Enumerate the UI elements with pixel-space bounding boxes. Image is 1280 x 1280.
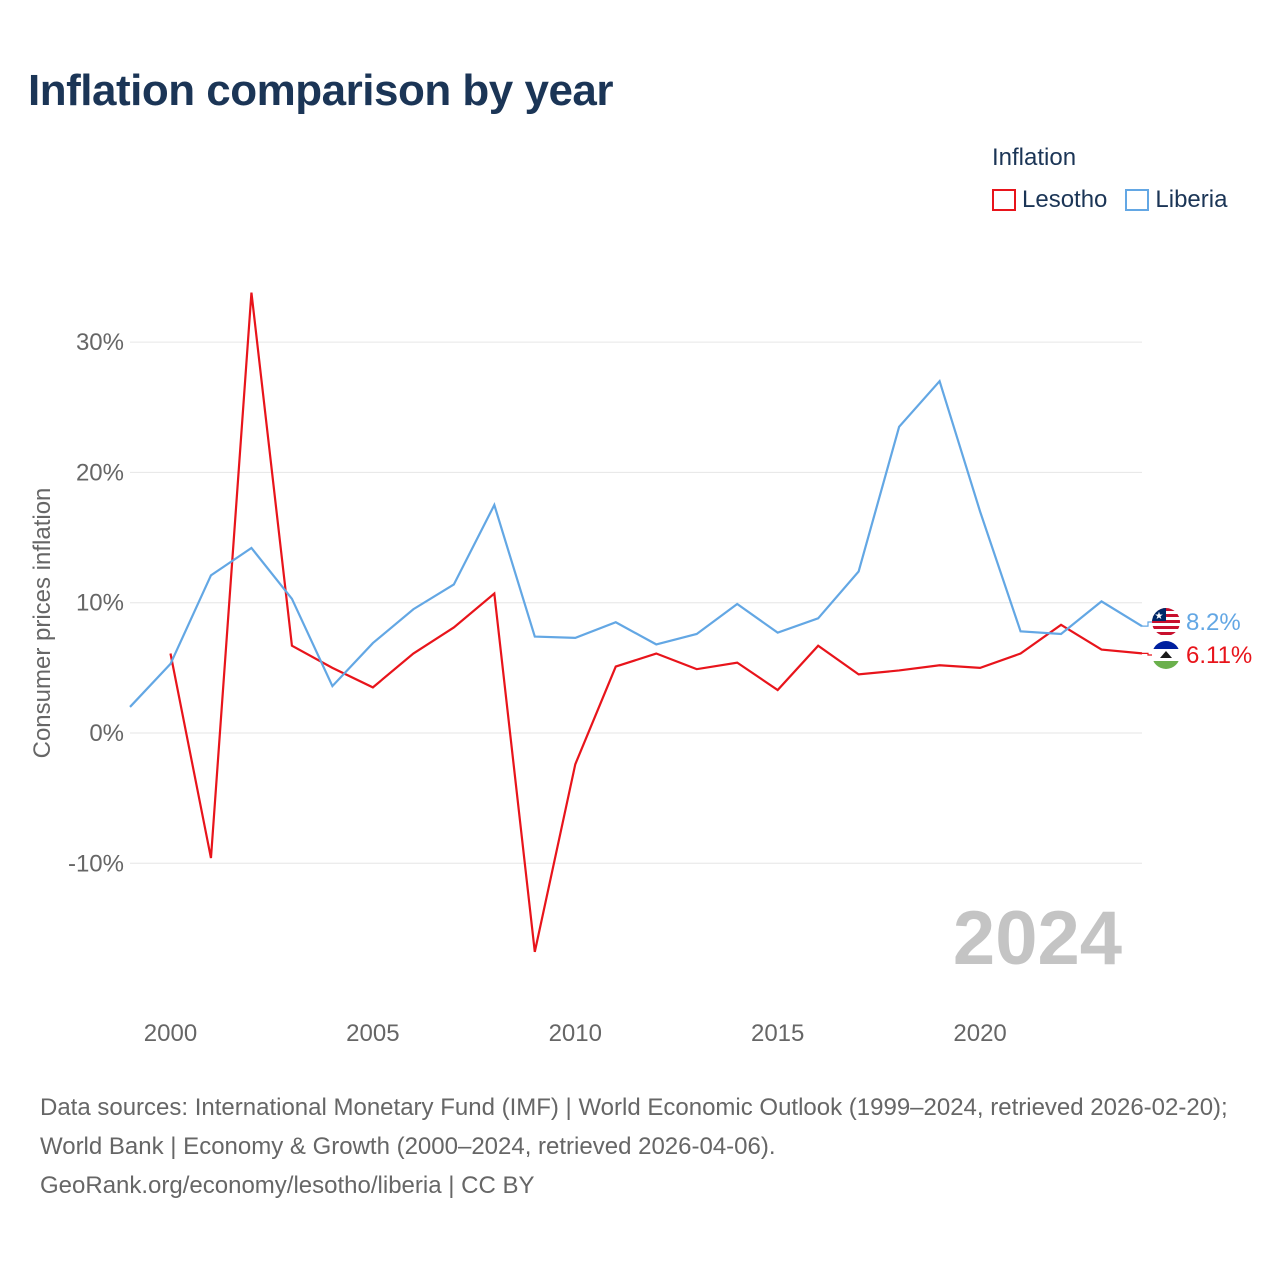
- x-tick-label: 2010: [549, 1020, 602, 1047]
- legend-swatch-liberia: [1125, 189, 1150, 211]
- x-tick-label: 2005: [346, 1020, 399, 1047]
- data-point-liberia[interactable]: [1056, 629, 1066, 639]
- liberia-flag-icon: ★: [1152, 608, 1180, 636]
- data-point-lesotho[interactable]: [1056, 620, 1066, 630]
- data-point-lesotho[interactable]: [651, 649, 661, 659]
- data-point-lesotho[interactable]: [975, 663, 985, 673]
- data-point-liberia[interactable]: [894, 422, 904, 432]
- grid: [130, 341, 1142, 864]
- data-point-liberia[interactable]: [530, 632, 540, 642]
- lesotho-flag-icon: [1152, 641, 1180, 669]
- data-point-lesotho[interactable]: [894, 665, 904, 675]
- data-point-liberia[interactable]: [975, 506, 985, 516]
- data-point-liberia[interactable]: [1097, 596, 1107, 606]
- legend-swatch-lesotho: [992, 189, 1016, 211]
- data-point-lesotho[interactable]: [813, 641, 823, 651]
- data-point-lesotho[interactable]: [773, 685, 783, 695]
- svg-text:★: ★: [1155, 611, 1164, 622]
- data-point-lesotho[interactable]: [570, 759, 580, 769]
- y-tick-label: 0%: [89, 720, 124, 747]
- y-tick-label: -10%: [68, 850, 124, 877]
- data-point-liberia[interactable]: [1016, 626, 1026, 636]
- data-point-lesotho[interactable]: [408, 649, 418, 659]
- line-chart: -10% 0% 10% 20% 30% 2000 2005 2010 2015 2020 Con…: [29, 288, 1252, 1047]
- x-tick-label: 2000: [144, 1020, 197, 1047]
- data-point-liberia[interactable]: [246, 543, 256, 553]
- data-point-liberia[interactable]: [489, 500, 499, 510]
- source-credit-link[interactable]: GeoRank.org/economy/lesotho/liberia | CC…: [40, 1172, 535, 1199]
- data-point-liberia[interactable]: [368, 638, 378, 648]
- data-point-liberia[interactable]: [651, 639, 661, 649]
- data-point-liberia[interactable]: [206, 570, 216, 580]
- data-point-liberia[interactable]: [935, 376, 945, 386]
- end-value-label-liberia: 8.2%: [1186, 609, 1241, 636]
- legend-title: Inflation: [992, 144, 1077, 171]
- y-axis-label: Consumer prices inflation: [29, 488, 56, 759]
- data-point-liberia[interactable]: [125, 702, 135, 712]
- data-point-lesotho[interactable]: [489, 589, 499, 599]
- y-tick-label: 10%: [76, 590, 124, 617]
- y-tick-label: 20%: [76, 459, 124, 486]
- data-point-liberia[interactable]: [854, 566, 864, 576]
- data-point-lesotho[interactable]: [1097, 645, 1107, 655]
- data-point-liberia[interactable]: [570, 633, 580, 643]
- data-point-liberia[interactable]: [773, 628, 783, 638]
- data-point-lesotho[interactable]: [449, 622, 459, 632]
- data-point-liberia[interactable]: [692, 629, 702, 639]
- data-point-liberia[interactable]: [611, 617, 621, 627]
- data-point-lesotho[interactable]: [246, 288, 256, 298]
- footer: Data sources: International Monetary Fun…: [40, 1088, 1250, 1205]
- data-point-liberia[interactable]: [732, 599, 742, 609]
- x-tick-label: 2015: [751, 1020, 804, 1047]
- data-sources: Data sources: International Monetary Fun…: [40, 1094, 1228, 1160]
- data-point-lesotho[interactable]: [732, 658, 742, 668]
- x-tick-label: 2020: [953, 1020, 1006, 1047]
- data-point-lesotho[interactable]: [327, 663, 337, 673]
- data-point-liberia[interactable]: [408, 604, 418, 614]
- legend-label-liberia: Liberia: [1155, 186, 1228, 213]
- legend: Lesotho Liberia: [992, 186, 1245, 214]
- end-value-label-lesotho: 6.11%: [1186, 642, 1252, 669]
- legend-label-lesotho: Lesotho: [1022, 186, 1108, 213]
- legend-item-lesotho[interactable]: Lesotho: [992, 186, 1107, 214]
- data-point-liberia[interactable]: [813, 613, 823, 623]
- data-point-liberia[interactable]: [449, 579, 459, 589]
- data-point-lesotho[interactable]: [368, 682, 378, 692]
- end-label-leader-lesotho: [1142, 652, 1152, 656]
- series-line-liberia[interactable]: [129, 379, 1143, 708]
- y-tick-label: 30%: [76, 329, 124, 356]
- data-point-lesotho[interactable]: [854, 669, 864, 679]
- chart-title: Inflation comparison by year: [28, 66, 614, 115]
- data-point-lesotho[interactable]: [935, 660, 945, 670]
- data-point-lesotho[interactable]: [611, 662, 621, 672]
- y-axis: -10% 0% 10% 20% 30%: [68, 329, 124, 877]
- data-point-lesotho[interactable]: [692, 664, 702, 674]
- end-label-leader-liberia: [1142, 621, 1152, 627]
- data-point-lesotho[interactable]: [206, 853, 216, 863]
- data-point-liberia[interactable]: [287, 594, 297, 604]
- data-point-lesotho[interactable]: [1016, 649, 1026, 659]
- data-point-lesotho[interactable]: [287, 641, 297, 651]
- data-point-liberia[interactable]: [327, 681, 337, 691]
- data-point-lesotho[interactable]: [530, 947, 540, 957]
- series-line-lesotho[interactable]: [169, 292, 1143, 953]
- series: 6.11% 8.2%: [125, 288, 1252, 957]
- data-point-liberia[interactable]: [165, 659, 175, 669]
- x-axis: 2000 2005 2010 2015 2020: [144, 1020, 1007, 1047]
- year-watermark: 2024: [953, 896, 1122, 981]
- legend-item-liberia[interactable]: Liberia: [1125, 186, 1227, 214]
